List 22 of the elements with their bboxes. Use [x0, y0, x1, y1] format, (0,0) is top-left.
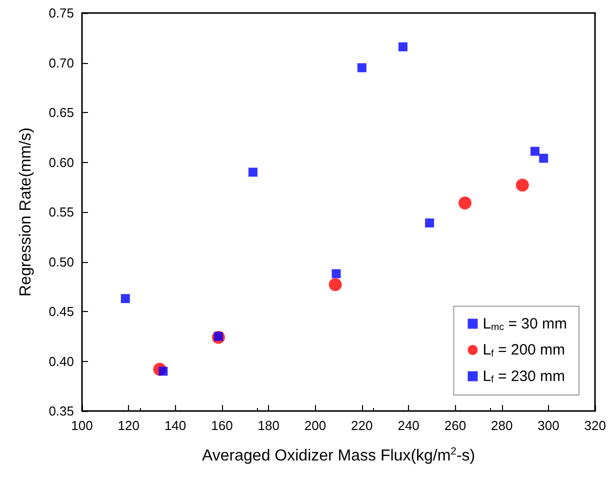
x-tick-label: 320	[584, 418, 606, 433]
x-tick-label: 260	[444, 418, 466, 433]
x-tick-label: 220	[351, 418, 373, 433]
y-tick-label: 0.40	[48, 354, 74, 369]
y-tick-label: 0.50	[48, 254, 74, 270]
y-tick-label: 0.60	[48, 154, 74, 170]
x-tick-label: 280	[491, 418, 513, 433]
x-tick-label: 180	[258, 418, 280, 433]
x-tick-label: 140	[164, 418, 186, 433]
x-tick-label: 100	[71, 418, 93, 433]
y-axis-title: Regression Rate(mm/s)	[18, 128, 34, 296]
x-tick-label: 120	[118, 418, 140, 433]
y-tick-label: 0.35	[48, 404, 74, 418]
y-tick-label: 0.75	[48, 6, 74, 20]
x-tick-label: 240	[398, 418, 420, 433]
x-tick-label: 300	[538, 418, 560, 433]
x-tick-label: 200	[304, 418, 326, 433]
x-tick-label: 160	[211, 418, 233, 433]
y-tick-label: 0.70	[48, 55, 74, 70]
y-tick-label: 0.65	[48, 105, 74, 120]
y-tick-label: 0.55	[48, 204, 74, 220]
y-tick-label: 0.45	[48, 304, 74, 319]
